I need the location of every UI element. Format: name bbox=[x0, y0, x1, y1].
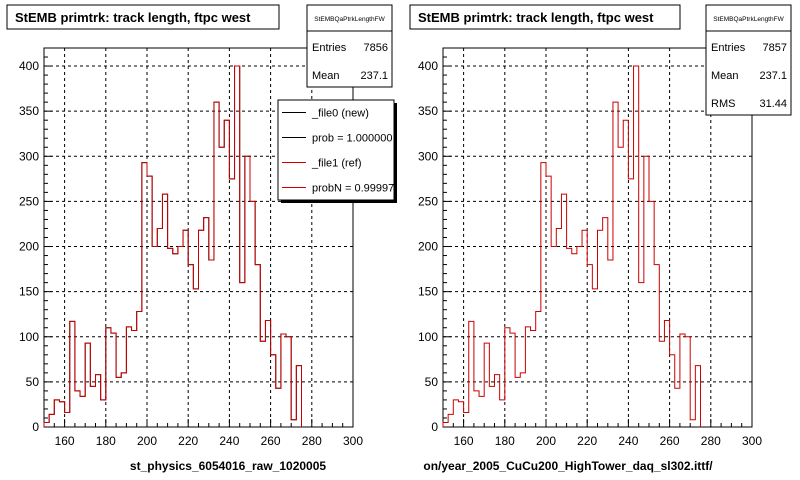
y-tick-label: 150 bbox=[19, 285, 39, 299]
stats-row-value: 7857 bbox=[763, 42, 787, 54]
stats-row-label: Mean bbox=[711, 70, 739, 82]
x-tick-label: 220 bbox=[178, 434, 198, 448]
title-box bbox=[409, 4, 681, 30]
y-tick-label: 150 bbox=[418, 285, 438, 299]
x-tick-label: 280 bbox=[302, 434, 322, 448]
y-tick-label: 200 bbox=[418, 240, 438, 254]
histogram-series-line bbox=[442, 65, 701, 427]
stats-box-name: StEMBQaPtrkLengthFW bbox=[713, 16, 784, 23]
stats-row-value: 31.44 bbox=[759, 98, 787, 110]
y-tick-label: 400 bbox=[418, 59, 438, 73]
y-tick-label: 250 bbox=[19, 194, 39, 208]
x-tick-label: 260 bbox=[660, 434, 680, 448]
stats-row-value: 7856 bbox=[364, 42, 388, 54]
y-tick-label: 0 bbox=[431, 420, 438, 434]
x-tick-label: 300 bbox=[343, 434, 363, 448]
stats-row-label: Mean bbox=[312, 70, 340, 82]
left-histogram-panel: 160 180 200 220 240 260 280 300 0 50 100 150 200 250 3… bbox=[6, 4, 397, 473]
y-tick-label: 100 bbox=[19, 330, 39, 344]
stats-row-label: Entries bbox=[312, 42, 347, 54]
x-tick-label: 240 bbox=[618, 434, 638, 448]
histogram-series-line bbox=[43, 65, 302, 427]
stats-row-value: 237.1 bbox=[759, 70, 787, 82]
y-tick-label: 400 bbox=[19, 59, 39, 73]
title-box bbox=[6, 4, 280, 30]
stats-row-value: 237.1 bbox=[360, 70, 388, 82]
y-tick-label: 0 bbox=[32, 420, 39, 434]
stats-row-label: RMS bbox=[711, 98, 735, 110]
y-tick-label: 200 bbox=[19, 240, 39, 254]
x-tick-label: 240 bbox=[219, 434, 239, 448]
x-tick-label: 160 bbox=[454, 434, 474, 448]
x-tick-label: 180 bbox=[96, 434, 116, 448]
x-axis-label: st_physics_6054016_raw_1020005 bbox=[130, 459, 326, 473]
chart-title: StEMB primtrk: track length, ftpc west bbox=[15, 10, 251, 25]
x-tick-label: 200 bbox=[137, 434, 157, 448]
stats-box bbox=[705, 4, 792, 116]
x-axis-label: on/year_2005_CuCu200_HighTower_daq_sl302… bbox=[423, 459, 713, 473]
y-tick-label: 300 bbox=[418, 149, 438, 163]
stats-box bbox=[306, 4, 393, 88]
chart-title: StEMB primtrk: track length, ftpc west bbox=[418, 10, 654, 25]
x-tick-label: 220 bbox=[577, 434, 597, 448]
y-tick-label: 350 bbox=[418, 104, 438, 118]
legend-label: _file1 (ref) bbox=[311, 158, 362, 170]
legend-label: probN = 0.99997 bbox=[312, 183, 394, 195]
x-tick-label: 280 bbox=[701, 434, 721, 448]
y-tick-label: 100 bbox=[418, 330, 438, 344]
legend-label: prob = 1.000000 bbox=[312, 133, 392, 145]
x-tick-label: 200 bbox=[536, 434, 556, 448]
x-tick-label: 160 bbox=[55, 434, 75, 448]
y-tick-label: 50 bbox=[26, 375, 40, 389]
x-tick-label: 300 bbox=[742, 434, 762, 448]
right-histogram-panel: 160 180 200 220 240 260 280 300 0 50 100 150 200 250 3… bbox=[409, 4, 792, 473]
y-tick-label: 350 bbox=[19, 104, 39, 118]
legend-label: _file0 (new) bbox=[311, 108, 369, 120]
y-tick-label: 250 bbox=[418, 194, 438, 208]
y-tick-label: 300 bbox=[19, 149, 39, 163]
legend-box bbox=[277, 99, 395, 201]
y-tick-label: 50 bbox=[425, 375, 439, 389]
stats-row-label: Entries bbox=[711, 42, 746, 54]
stats-box-name: StEMBQaPtrkLengthFW bbox=[314, 16, 385, 23]
x-tick-label: 180 bbox=[495, 434, 515, 448]
x-tick-label: 260 bbox=[261, 434, 281, 448]
